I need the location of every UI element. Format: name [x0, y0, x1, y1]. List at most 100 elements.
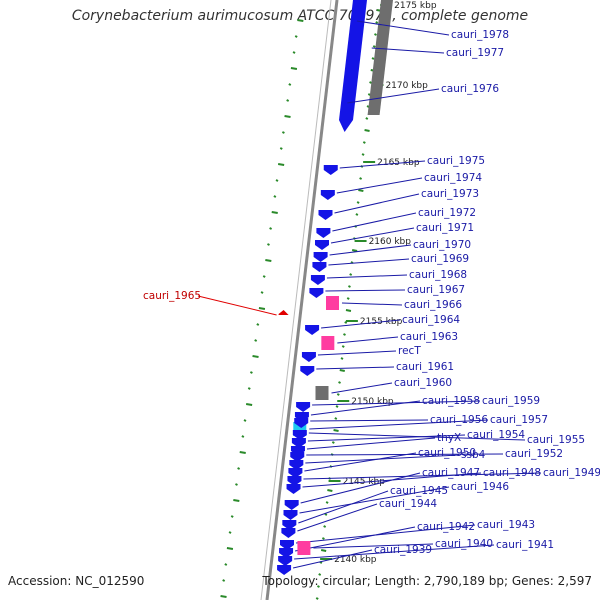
gene-feature	[310, 275, 325, 285]
gene-label: cauri_1943	[477, 519, 535, 531]
tick-mark-inner	[316, 585, 320, 588]
gene-feature	[326, 296, 339, 310]
tick-mark-inner	[356, 201, 360, 204]
tick-mark-outer	[294, 35, 298, 38]
gene-connector	[331, 382, 393, 394]
tick-mark-outer	[269, 227, 273, 230]
tick-mark-outer	[258, 307, 266, 310]
gene-connector	[303, 472, 542, 480]
gene-connector	[326, 274, 408, 279]
gene-connector	[309, 419, 489, 430]
gene-label: cauri_1964	[402, 314, 460, 326]
topology-label: Topology: circular; Length: 2,790,189 bp…	[262, 574, 592, 588]
tick-mark-inner	[318, 573, 322, 576]
page-title: Corynebacterium aurimucosum ATCC 700975,…	[71, 8, 529, 24]
gene-label: cauri_1977	[446, 47, 504, 59]
gene-label: cauri_1978	[451, 29, 509, 41]
gene-label: cauri_1965	[143, 290, 201, 302]
gene-label: cauri_1945	[390, 485, 448, 497]
gene-feature	[312, 262, 327, 272]
gene-connector	[310, 400, 421, 416]
gene-feature	[320, 190, 335, 200]
gene-connector	[304, 452, 417, 472]
gene-feature	[316, 228, 331, 238]
gene-label: cauri_1974	[424, 172, 482, 184]
tick-mark-outer	[254, 339, 258, 342]
kbp-label: 2150 kbp	[351, 397, 394, 407]
gene-feature-highlight	[278, 310, 289, 315]
tick-mark-outer	[243, 419, 247, 422]
gene-connector	[356, 20, 450, 36]
tick-mark-outer	[290, 67, 298, 70]
tick-mark-outer	[224, 563, 228, 566]
gene-label: cauri_1972	[418, 207, 476, 219]
gene-label: cauri_1963	[400, 331, 458, 343]
gene-feature	[280, 540, 294, 550]
gene-label: cauri_1946	[451, 481, 509, 493]
tick-mark-inner	[345, 309, 352, 312]
tick-mark-inner	[336, 393, 340, 396]
kbp-label: 2140 kbp	[334, 555, 377, 565]
gene-connector	[312, 400, 481, 406]
tick-mark-outer	[230, 515, 234, 518]
gene-feature	[284, 500, 299, 510]
tick-mark-outer	[292, 51, 296, 54]
gene-label: cauri_1947	[422, 467, 480, 479]
tick-mark-outer	[233, 499, 240, 502]
tick-mark-inner	[369, 81, 372, 84]
gene-label: ssb4	[461, 449, 486, 461]
gene-label: cauri_1948	[483, 467, 541, 479]
gene-connector	[328, 258, 410, 266]
tick-mark-inner	[331, 441, 335, 444]
gene-feature	[309, 288, 324, 298]
gene-connector	[339, 160, 426, 169]
gene-label: cauri_1941	[496, 539, 554, 551]
tick-mark-outer	[245, 403, 253, 406]
gene-feature	[289, 460, 304, 470]
gene-label: cauri_1966	[404, 299, 462, 311]
gene-connector	[337, 336, 399, 344]
gene-label: recT	[398, 345, 421, 357]
gene-feature	[305, 325, 320, 335]
tick-mark-outer	[226, 547, 234, 550]
tick-mark-inner	[315, 597, 319, 600]
gene-feature	[321, 336, 335, 350]
gene-connector	[347, 88, 440, 104]
tick-mark-outer	[277, 163, 285, 166]
tick-mark-inner	[321, 537, 325, 540]
gene-connector	[371, 47, 445, 54]
gene-connector	[341, 302, 403, 306]
gene-connector	[313, 543, 434, 549]
tick-mark-inner	[347, 285, 351, 288]
gene-connector	[334, 193, 420, 214]
gene-feature	[300, 366, 315, 376]
gene-label: cauri_1954	[467, 429, 525, 441]
gene-label: cauri_1942	[417, 521, 475, 533]
kbp-label: 2175 kbp	[394, 1, 437, 11]
tick-mark-outer	[222, 579, 226, 582]
gene-connector	[336, 177, 423, 194]
gene-label: cauri_1958	[422, 395, 480, 407]
tick-mark-inner	[325, 501, 329, 504]
gene-connector	[321, 319, 401, 329]
tick-mark-outer	[265, 259, 272, 262]
kbp-label: 2160 kbp	[369, 237, 412, 247]
tick-mark-outer	[256, 323, 260, 326]
tick-mark-outer	[252, 355, 259, 358]
gene-label: cauri_1970	[413, 239, 471, 251]
gene-block-forward	[339, 0, 367, 132]
tick-mark-inner	[358, 189, 364, 192]
gene-label: cauri_1940	[435, 538, 493, 550]
gene-feature	[286, 484, 301, 494]
gene-label: cauri_1967	[407, 284, 465, 296]
tick-mark-outer	[260, 291, 264, 294]
tick-mark-inner	[339, 369, 345, 372]
accession-label: Accession: NC_012590	[8, 574, 145, 588]
tick-mark-outer	[228, 531, 232, 534]
tick-mark-outer	[279, 147, 283, 150]
gene-label: cauri_1952	[505, 448, 563, 460]
tick-mark-inner	[343, 333, 346, 336]
gene-feature	[297, 541, 311, 555]
gene-connector	[299, 486, 450, 514]
gene-label: cauri_1955	[527, 434, 585, 446]
